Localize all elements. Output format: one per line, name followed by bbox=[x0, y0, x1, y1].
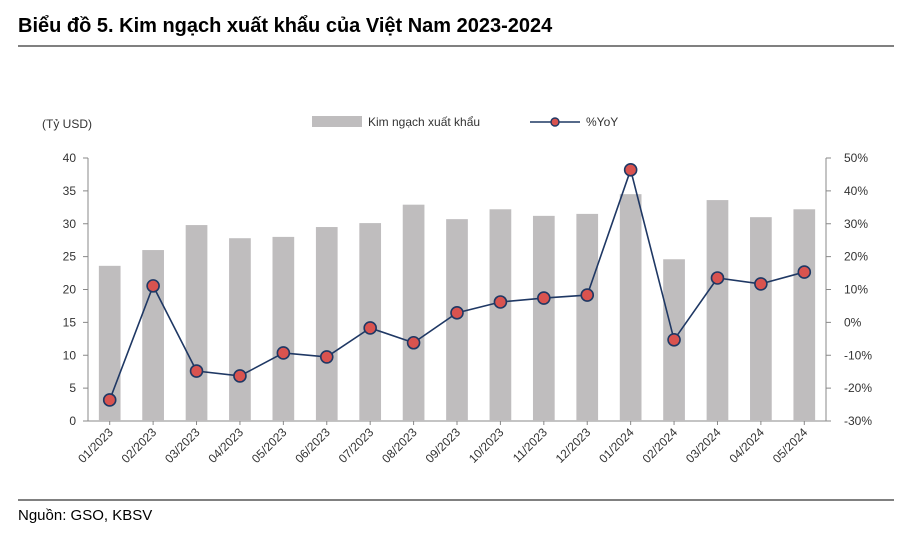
x-tick-label: 04/2024 bbox=[726, 425, 767, 466]
y2-tick-label: 20% bbox=[844, 250, 868, 264]
y2-tick-label: -10% bbox=[844, 348, 872, 362]
y-axis-label: (Tỷ USD) bbox=[42, 117, 92, 131]
line-marker bbox=[493, 295, 508, 309]
x-tick-label: 07/2023 bbox=[336, 425, 377, 466]
bar bbox=[315, 227, 338, 421]
bar bbox=[402, 204, 425, 421]
y-tick-label: 5 bbox=[69, 381, 76, 395]
line-marker bbox=[797, 265, 812, 279]
line-marker bbox=[233, 369, 247, 383]
x-tick-label: 09/2023 bbox=[423, 425, 464, 466]
x-tick-label: 10/2023 bbox=[466, 425, 507, 466]
legend-label: %YoY bbox=[586, 115, 618, 129]
y2-tick-label: 10% bbox=[844, 283, 868, 297]
x-tick-label: 03/2024 bbox=[683, 425, 724, 466]
y2-tick-label: 30% bbox=[844, 217, 868, 231]
y-tick-label: 40 bbox=[63, 151, 77, 165]
x-tick-label: 04/2023 bbox=[205, 425, 246, 466]
x-tick-label: 03/2023 bbox=[162, 425, 203, 466]
y2-tick-label: -20% bbox=[844, 381, 872, 395]
line-marker bbox=[363, 321, 377, 335]
source-note: Nguồn: GSO, KBSV bbox=[18, 507, 152, 524]
line-marker bbox=[146, 279, 160, 293]
legend-swatch bbox=[312, 116, 362, 127]
bar bbox=[532, 215, 555, 421]
line-marker bbox=[754, 277, 768, 291]
x-tick-label: 01/2023 bbox=[75, 425, 116, 466]
x-tick-label: 08/2023 bbox=[379, 425, 420, 466]
bar bbox=[142, 250, 164, 421]
line-marker bbox=[667, 332, 681, 347]
x-tick-label: 02/2024 bbox=[640, 425, 681, 466]
line-marker bbox=[189, 364, 204, 378]
x-tick-label: 02/2023 bbox=[119, 425, 160, 466]
legend-label: Kim ngạch xuất khẩu bbox=[368, 115, 480, 129]
y2-tick-label: 50% bbox=[844, 151, 868, 165]
line-marker bbox=[623, 163, 638, 177]
bar bbox=[576, 213, 599, 421]
line-marker bbox=[319, 350, 334, 364]
bar bbox=[229, 238, 251, 421]
bar bbox=[185, 225, 208, 421]
bar bbox=[750, 217, 772, 421]
x-tick-label: 05/2023 bbox=[249, 425, 290, 466]
y-tick-label: 15 bbox=[63, 315, 77, 329]
bar bbox=[272, 236, 295, 421]
y-tick-label: 35 bbox=[63, 184, 77, 198]
line-marker bbox=[710, 271, 725, 285]
y2-tick-label: 0% bbox=[844, 315, 862, 329]
bar bbox=[98, 265, 121, 421]
x-tick-label: 12/2023 bbox=[553, 425, 594, 466]
y-tick-label: 10 bbox=[63, 348, 77, 362]
bar bbox=[489, 209, 512, 421]
x-tick-label: 05/2024 bbox=[770, 425, 811, 466]
line-marker bbox=[450, 306, 464, 320]
chart-title: Biểu đồ 5. Kim ngạch xuất khẩu của Việt … bbox=[18, 15, 553, 37]
x-tick-label: 06/2023 bbox=[292, 425, 333, 466]
bar bbox=[619, 194, 642, 421]
line-marker bbox=[537, 291, 551, 305]
line-marker bbox=[102, 393, 117, 407]
y-tick-label: 30 bbox=[63, 217, 77, 231]
bar bbox=[793, 209, 816, 421]
line-marker bbox=[580, 288, 595, 302]
x-tick-label: 01/2024 bbox=[596, 425, 637, 466]
y2-tick-label: -30% bbox=[844, 414, 872, 428]
x-tick-label: 11/2023 bbox=[510, 425, 550, 465]
line-marker bbox=[406, 335, 421, 350]
y-tick-label: 0 bbox=[69, 414, 76, 428]
y-tick-label: 25 bbox=[63, 250, 77, 264]
bar bbox=[706, 200, 729, 421]
y-tick-label: 20 bbox=[63, 283, 77, 297]
line-marker bbox=[276, 346, 291, 360]
bar bbox=[446, 219, 468, 421]
legend-marker bbox=[550, 117, 560, 127]
y2-tick-label: 40% bbox=[844, 184, 868, 198]
